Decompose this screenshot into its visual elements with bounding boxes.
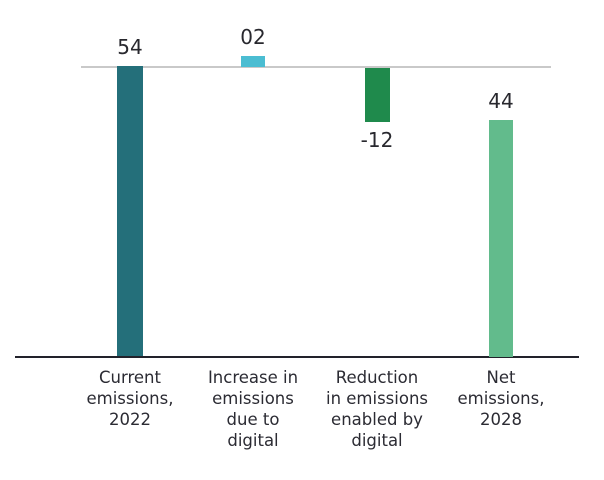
- category-label-current-emissions-2022: Current emissions, 2022: [86, 368, 174, 429]
- reference-gridline: [81, 66, 551, 68]
- value-label-reduction-enabled-by-digital: -12: [360, 128, 394, 152]
- value-label-increase-due-to-digital: 02: [240, 25, 266, 49]
- bar-increase-due-to-digital: [241, 56, 265, 67]
- category-label-reduction-enabled-by-digital: Reduction in emissions enabled by digita…: [325, 368, 429, 450]
- bar-current-emissions-2022: [117, 66, 143, 356]
- bar-reduction-enabled-by-digital: [365, 68, 390, 122]
- value-label-net-emissions-2028: 44: [488, 89, 514, 113]
- category-label-net-emissions-2028: Net emissions, 2028: [457, 368, 545, 429]
- value-label-current-emissions-2022: 54: [117, 35, 143, 59]
- x-axis-line: [15, 356, 579, 358]
- category-label-increase-due-to-digital: Increase in emissions due to digital: [207, 368, 299, 450]
- bar-net-emissions-2028: [489, 120, 513, 357]
